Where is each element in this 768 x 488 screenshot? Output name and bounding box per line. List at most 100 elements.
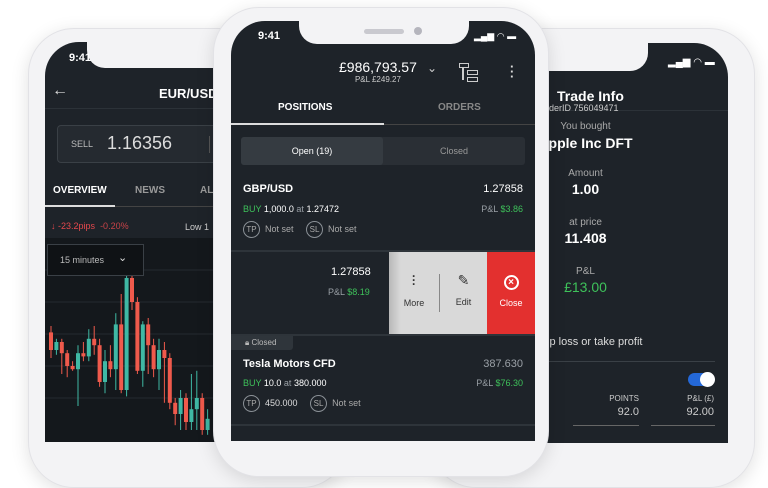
interval-value: 15 minutes bbox=[60, 255, 105, 265]
account-balance[interactable]: £986,793.57 bbox=[339, 59, 417, 75]
candle bbox=[124, 278, 129, 390]
candle bbox=[54, 342, 59, 350]
candle bbox=[162, 350, 167, 358]
position-name: Tesla Motors CFD bbox=[243, 358, 336, 370]
trade-info-title: Trade Info bbox=[557, 88, 624, 104]
candle bbox=[130, 278, 134, 302]
at: at bbox=[296, 204, 304, 214]
tab-overview[interactable]: OVERVIEW bbox=[53, 185, 107, 196]
candle bbox=[157, 350, 161, 370]
pnl-gbp-value[interactable]: 92.00 bbox=[686, 406, 714, 418]
instrument-name: Apple Inc DFT bbox=[538, 135, 633, 151]
middle-phone-screen: 9:41 ▂▄▆ ◠ ▬ £986,793.57 P&L £249.27 ⌄ ·… bbox=[231, 21, 535, 441]
more-vertical-icon: · · · bbox=[412, 269, 416, 291]
pnl-gbp-label: P&L (£) bbox=[687, 394, 714, 403]
candle bbox=[86, 338, 91, 357]
position-current: 1.27858 bbox=[331, 266, 371, 278]
candle bbox=[178, 398, 183, 414]
stop-loss-text: Stop loss or take profit bbox=[533, 336, 643, 348]
pnl-label: P&L bbox=[576, 266, 595, 277]
tab-orders[interactable]: ORDERS bbox=[438, 102, 481, 113]
pnl-value: $76.30 bbox=[495, 378, 523, 388]
qty: 1,000.0 bbox=[263, 204, 294, 214]
interval-dropdown[interactable]: 15 minutes ⌄ bbox=[47, 244, 144, 276]
low-label: Low 1 bbox=[185, 222, 210, 232]
change-pct: -0.20% bbox=[100, 221, 129, 231]
candle bbox=[108, 361, 113, 370]
edit-label: Edit bbox=[455, 297, 472, 307]
tab-alerts[interactable]: AL bbox=[200, 185, 214, 196]
sl-icon: SL bbox=[310, 395, 328, 412]
candle bbox=[76, 353, 80, 370]
candle bbox=[167, 358, 172, 403]
pnl-value: $8.19 bbox=[347, 287, 370, 297]
swipe-actions: · · · More ✎ Edit × Close bbox=[389, 252, 535, 334]
speaker bbox=[364, 29, 404, 34]
lock-icon: 🔒︎ bbox=[245, 338, 250, 347]
segment-closed[interactable]: Closed bbox=[439, 146, 468, 156]
status-icons: ▂▄▆ ◠ ▬ bbox=[668, 57, 715, 68]
candle bbox=[140, 324, 145, 371]
pnl-label: P&L bbox=[481, 204, 498, 214]
pnl-value: £13.00 bbox=[564, 279, 607, 295]
candle bbox=[119, 324, 124, 390]
status-time: 9:41 bbox=[69, 52, 92, 64]
tp-value: 450.000 bbox=[265, 397, 298, 408]
price-label: at price bbox=[569, 217, 602, 228]
segmented-control: Open (19) Closed bbox=[241, 137, 525, 165]
edit-button[interactable]: ✎ Edit bbox=[440, 252, 487, 334]
candle bbox=[113, 324, 118, 370]
pnl-value: $3.86 bbox=[500, 204, 523, 214]
points-value[interactable]: 92.0 bbox=[617, 406, 639, 418]
candlestick-chart[interactable] bbox=[45, 238, 325, 442]
instrument-title: EUR/USD bbox=[159, 86, 218, 101]
sl-icon: SL bbox=[306, 221, 324, 238]
candle bbox=[70, 366, 75, 370]
candle bbox=[65, 353, 70, 366]
you-bought-label: You bought bbox=[560, 121, 611, 132]
amount-label: Amount bbox=[568, 168, 603, 179]
position-row[interactable]: 🔒︎ Closed Tesla Motors CFD 387.630 BUY 1… bbox=[231, 336, 535, 426]
back-arrow-icon[interactable]: ← bbox=[52, 82, 68, 99]
amount-value: 1.00 bbox=[571, 181, 600, 197]
candle bbox=[146, 324, 151, 346]
close-label: Close bbox=[499, 298, 523, 308]
open-price: 380.000 bbox=[293, 378, 327, 388]
pnl-label: P&L bbox=[476, 378, 493, 388]
qty: 10.0 bbox=[263, 378, 282, 388]
position-name: GBP/USD bbox=[243, 183, 294, 195]
at: at bbox=[283, 378, 292, 388]
order-id: OrderID 756049471 bbox=[539, 103, 619, 113]
candle bbox=[173, 402, 178, 414]
position-current: 1.27858 bbox=[483, 183, 523, 195]
open-price: 1.27472 bbox=[306, 204, 339, 214]
tp-icon: TP bbox=[243, 221, 260, 238]
position-current: 387.630 bbox=[483, 358, 523, 370]
sl-value: Not set bbox=[332, 397, 361, 408]
candle bbox=[92, 338, 97, 346]
chevron-down-icon[interactable]: ⌄ bbox=[427, 61, 438, 75]
status-time: 9:41 bbox=[258, 30, 281, 42]
candle bbox=[194, 398, 199, 410]
more-button[interactable]: · · · More bbox=[389, 252, 439, 334]
account-pnl: P&L £249.27 bbox=[354, 75, 401, 84]
candle bbox=[59, 342, 64, 354]
position-row[interactable]: GBP/USD 1.27858 BUY 1,000.0 at 1.27472 P… bbox=[231, 176, 535, 252]
status-icons: ▂▄▆ ◠ ▬ bbox=[474, 31, 517, 41]
more-vertical-icon[interactable]: · · · bbox=[510, 59, 515, 84]
segment-open[interactable]: Open (19) bbox=[241, 137, 383, 165]
swiped-position-row[interactable]: 1.27858 P&L $8.19 · · · More ✎ Edit × Clos… bbox=[231, 252, 535, 336]
change-pips: -23.2pips bbox=[58, 221, 96, 231]
sell-label: SELL bbox=[71, 139, 94, 149]
stop-loss-toggle[interactable] bbox=[688, 372, 715, 387]
sell-price: 1.16356 bbox=[107, 133, 173, 153]
candle bbox=[135, 302, 140, 371]
tab-news[interactable]: NEWS bbox=[135, 185, 165, 196]
candle bbox=[49, 332, 53, 350]
hierarchy-icon[interactable] bbox=[459, 63, 479, 83]
close-button[interactable]: × Close bbox=[487, 252, 535, 334]
side: BUY bbox=[243, 204, 262, 214]
tab-positions[interactable]: POSITIONS bbox=[278, 102, 333, 113]
points-label: POINTS bbox=[609, 394, 639, 403]
candle bbox=[205, 418, 210, 430]
